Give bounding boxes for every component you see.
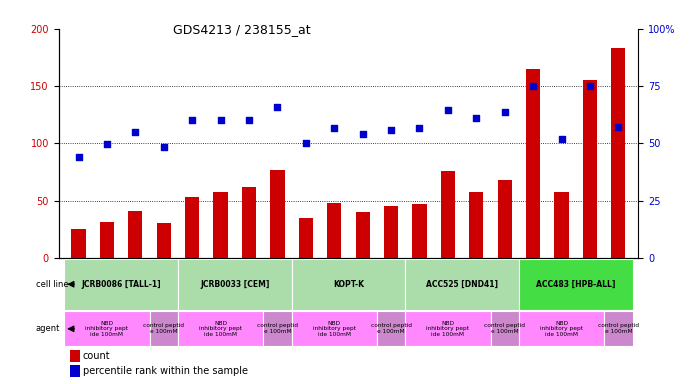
Bar (72, 229, 86, 258)
Bar (178, 259, 292, 310)
Point (130, 129, 141, 135)
Bar (292, 259, 405, 310)
Bar (497, 180, 512, 258)
Bar (185, 197, 199, 258)
Bar (213, 192, 228, 258)
Bar (70, 350, 79, 362)
Point (584, 83, 595, 89)
Text: agent: agent (36, 324, 60, 333)
Bar (611, 48, 625, 258)
Bar (405, 259, 519, 310)
Text: control peptid
e 100mM: control peptid e 100mM (484, 323, 525, 334)
Bar (355, 212, 370, 258)
Bar (128, 211, 142, 258)
Point (613, 124, 624, 130)
Bar (292, 311, 377, 346)
Point (187, 117, 198, 123)
Text: JCRB0086 [TALL-1]: JCRB0086 [TALL-1] (81, 280, 161, 289)
Bar (299, 218, 313, 258)
Point (499, 109, 510, 116)
Bar (64, 311, 150, 346)
Text: ACC483 [HPB-ALL]: ACC483 [HPB-ALL] (536, 280, 615, 289)
Text: ACC525 [DND41]: ACC525 [DND41] (426, 280, 498, 289)
Bar (64, 259, 178, 310)
Bar (150, 311, 178, 346)
Bar (157, 223, 171, 258)
Point (300, 140, 311, 146)
Bar (270, 170, 284, 258)
Text: NBD
inhibitory pept
ide 100mM: NBD inhibitory pept ide 100mM (199, 321, 242, 337)
Bar (405, 311, 491, 346)
Bar (327, 203, 342, 258)
Point (442, 107, 453, 113)
Text: GDS4213 / 238155_at: GDS4213 / 238155_at (172, 23, 310, 36)
Point (528, 83, 539, 89)
Point (272, 104, 283, 110)
Text: percentile rank within the sample: percentile rank within the sample (83, 366, 248, 376)
Bar (604, 311, 633, 346)
Bar (242, 187, 256, 258)
Text: NBD
inhibitory pept
ide 100mM: NBD inhibitory pept ide 100mM (426, 321, 469, 337)
Point (101, 141, 112, 147)
Point (73, 154, 84, 160)
Bar (178, 311, 263, 346)
Point (215, 117, 226, 123)
Point (414, 125, 425, 131)
Bar (583, 80, 597, 258)
Text: JCRB0033 [CEM]: JCRB0033 [CEM] (200, 280, 270, 289)
Bar (441, 171, 455, 258)
Bar (526, 69, 540, 258)
Point (556, 136, 567, 142)
Text: control peptid
e 100mM: control peptid e 100mM (598, 323, 639, 334)
Bar (469, 192, 484, 258)
Text: NBD
inhibitory pept
ide 100mM: NBD inhibitory pept ide 100mM (86, 321, 128, 337)
Point (328, 125, 339, 131)
Bar (555, 192, 569, 258)
Bar (413, 204, 426, 258)
Bar (384, 206, 398, 258)
Point (386, 126, 397, 132)
Point (158, 144, 169, 150)
Text: cell line: cell line (36, 280, 68, 289)
Bar (377, 311, 405, 346)
Text: control peptid
e 100mM: control peptid e 100mM (144, 323, 184, 334)
Bar (70, 365, 79, 377)
Bar (491, 311, 519, 346)
Text: control peptid
e 100mM: control peptid e 100mM (257, 323, 298, 334)
Point (357, 131, 368, 137)
Bar (519, 311, 604, 346)
Text: NBD
inhibitory pept
ide 100mM: NBD inhibitory pept ide 100mM (540, 321, 583, 337)
Text: control peptid
e 100mM: control peptid e 100mM (371, 323, 411, 334)
Text: NBD
inhibitory pept
ide 100mM: NBD inhibitory pept ide 100mM (313, 321, 356, 337)
Bar (519, 259, 633, 310)
Bar (263, 311, 292, 346)
Bar (100, 222, 114, 258)
Point (471, 115, 482, 121)
Text: count: count (83, 351, 110, 361)
Point (244, 117, 255, 123)
Text: KOPT-K: KOPT-K (333, 280, 364, 289)
